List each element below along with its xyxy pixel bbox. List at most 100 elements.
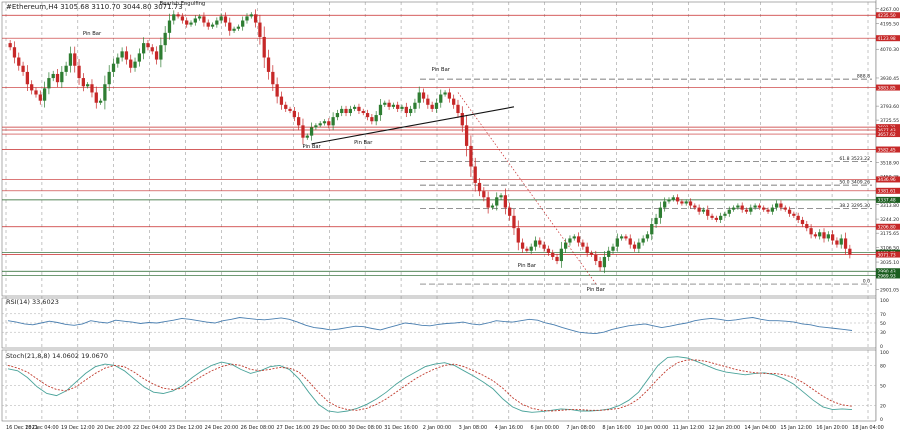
candle-body [607, 250, 611, 257]
candle-body [559, 248, 563, 262]
x-tick-label: 14 Jan 04:00 [744, 425, 776, 431]
candle-body [460, 113, 464, 126]
candle-body [615, 238, 619, 247]
candle-body [215, 20, 219, 25]
candle-body [357, 106, 361, 111]
candle-body [688, 201, 693, 206]
candle-body [520, 242, 525, 249]
trend-line [311, 106, 515, 145]
candle-body [464, 125, 469, 146]
pattern-annotation: Pin Bar [354, 140, 373, 146]
x-tick-label: 26 Dec 08:00 [241, 425, 275, 431]
candle-body [693, 205, 697, 208]
candle-body [538, 240, 542, 245]
candle-body [641, 238, 645, 243]
candle-body [344, 108, 348, 114]
x-tick-label: 4 Jan 16:00 [495, 425, 523, 431]
candle-body [51, 73, 55, 79]
candle-body [396, 104, 400, 109]
y-tick-label: 3518.90 [880, 161, 899, 167]
candle-body [197, 16, 202, 19]
price-level-label: 3436.96 [878, 177, 896, 183]
candle-body [301, 125, 305, 138]
rsi-line [7, 317, 853, 335]
candle-body [576, 236, 581, 243]
candle-body [223, 16, 228, 23]
candle-body [710, 215, 714, 218]
candle-body [697, 207, 701, 212]
candle-body [632, 244, 637, 249]
measure-line [457, 92, 597, 284]
fib-level-label: 38.2 3295.30 [839, 203, 870, 209]
candle-body [60, 71, 64, 83]
oscillator-tick-label: 0 [880, 417, 883, 423]
candle-body [598, 261, 602, 268]
price-level-tag [876, 251, 900, 258]
symbol-header: #Ethereum,H4 3105.68 3110.70 3044.80 307… [6, 3, 183, 11]
candle-body [611, 246, 615, 251]
oscillator-tick-label: 20 [880, 404, 886, 410]
x-tick-label: 7 Jan 08:00 [566, 425, 594, 431]
candle-body [210, 24, 215, 27]
candle-body [370, 117, 374, 122]
candle-body [266, 57, 271, 72]
candle-body [727, 209, 731, 214]
candle-body [163, 32, 167, 46]
candle-body [378, 104, 383, 116]
y-tick-label: 3175.65 [880, 231, 899, 237]
pattern-annotation: Pin Bar [83, 31, 102, 37]
price-level-label: 2969.93 [878, 273, 896, 279]
price-scale-bg [876, 0, 900, 433]
x-tick-label: 16 Dec 2021 [6, 425, 38, 431]
candle-body [219, 16, 223, 21]
candle-body [456, 104, 460, 114]
candle-body [417, 92, 421, 103]
price-level-label: 3071.73 [878, 252, 896, 258]
candle-body [792, 213, 796, 216]
x-tick-label: 12 Jan 20:00 [708, 425, 740, 431]
candle-body [241, 20, 245, 27]
price-level-tag [876, 131, 900, 138]
candle-body [73, 53, 77, 66]
x-tick-label: 3 Jan 08:00 [459, 425, 487, 431]
candle-body [628, 238, 632, 245]
candle-body [787, 209, 792, 214]
candle-body [818, 232, 822, 237]
candle-body [21, 65, 25, 72]
x-tick-label: 18 Dec 04:00 [25, 425, 59, 431]
candle-body [365, 113, 370, 118]
candle-body [38, 94, 42, 101]
candle-body [68, 53, 73, 66]
candle-body [589, 252, 594, 255]
candle-body [477, 182, 482, 192]
price-level-tag [876, 84, 900, 91]
candle-body [400, 106, 404, 109]
oscillator-tick-label: 70 [880, 312, 886, 318]
fib-level-label: 0.0 [863, 279, 870, 285]
candle-body [499, 195, 503, 198]
oscillator-tick-label: 50 [880, 321, 886, 327]
candle-body [103, 84, 107, 101]
candle-body [8, 43, 12, 48]
pattern-annotation: Pin Bar [302, 144, 321, 150]
candle-body [546, 248, 551, 253]
candle-body [452, 98, 456, 105]
candle-body [585, 246, 589, 253]
candle-body [830, 234, 835, 241]
x-tick-label: 19 Dec 12:00 [61, 425, 95, 431]
candle-body [387, 102, 391, 107]
x-tick-label: 22 Dec 04:00 [133, 425, 167, 431]
candle-body [800, 219, 805, 225]
candle-body [447, 92, 452, 99]
x-tick-label: 11 Jan 12:00 [673, 425, 705, 431]
price-level-label: 3657.62 [878, 132, 896, 138]
candle-body [624, 236, 628, 239]
oscillator-tick-label: 80 [880, 363, 886, 369]
candle-body [142, 43, 146, 54]
y-tick-label: 3930.45 [880, 76, 899, 82]
candle-body [172, 14, 176, 21]
candle-body [314, 125, 318, 128]
candle-body [671, 197, 675, 200]
candle-body [430, 104, 434, 109]
